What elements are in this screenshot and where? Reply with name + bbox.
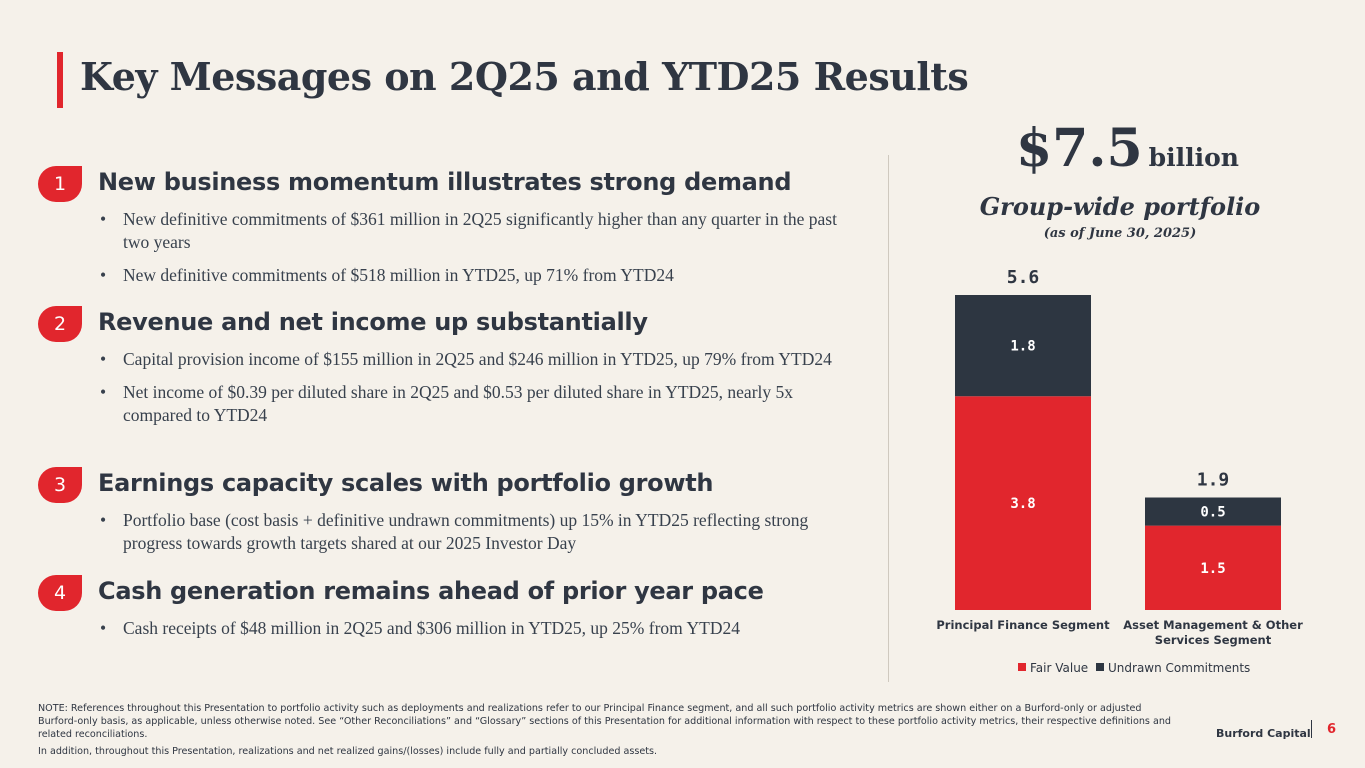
section-number-badge: 3 xyxy=(38,467,82,503)
bullet-list: New definitive commitments of $361 milli… xyxy=(98,208,858,297)
bar-undrawn-2 xyxy=(1145,497,1281,526)
category-label: Principal Finance Segment xyxy=(936,618,1110,632)
section-revenue: 2 Revenue and net income up substantiall… xyxy=(38,306,868,456)
bar-undrawn-1 xyxy=(955,295,1091,397)
bar-fair-value-1 xyxy=(955,396,1091,610)
bar-total-label: 5.6 xyxy=(1007,267,1040,288)
portfolio-stacked-bar-chart: 3.8 1.8 5.6 Principal Finance Segment 1.5 0.5… xyxy=(936,267,1303,675)
legend-label: Fair Value xyxy=(1030,661,1088,675)
category-label: Services Segment xyxy=(1155,633,1272,647)
kpi-date: (as of June 30, 2025) xyxy=(1043,226,1197,241)
bar-value-label: 3.8 xyxy=(1010,496,1035,512)
section-heading: Cash generation remains ahead of prior y… xyxy=(98,577,764,605)
legend-swatch xyxy=(1096,663,1104,671)
section-heading: Earnings capacity scales with portfolio … xyxy=(98,469,714,497)
bar-value-label: 1.5 xyxy=(1200,561,1225,577)
bullet-item: New definitive commitments of $361 milli… xyxy=(98,208,858,254)
bar-value-label: 0.5 xyxy=(1200,505,1225,521)
section-cash-generation: 4 Cash generation remains ahead of prior… xyxy=(38,575,868,675)
vertical-divider xyxy=(888,155,889,682)
bullet-item: Capital provision income of $155 million… xyxy=(98,348,858,371)
kpi-subtitle: Group-wide portfolio xyxy=(979,192,1261,221)
bullet-item: Net income of $0.39 per diluted share in… xyxy=(98,381,858,427)
section-number-badge: 4 xyxy=(38,575,82,611)
category-label: Asset Management & Other xyxy=(1123,618,1303,632)
portfolio-kpi: $7.5 billion xyxy=(1016,118,1239,179)
kpi-value: $7.5 xyxy=(1016,118,1143,179)
section-heading: New business momentum illustrates strong… xyxy=(98,168,792,196)
bullet-item: Portfolio base (cost basis + definitive … xyxy=(98,509,858,555)
section-earnings-capacity: 3 Earnings capacity scales with portfoli… xyxy=(38,467,868,567)
bar-fair-value-2 xyxy=(1145,525,1281,610)
section-heading: Revenue and net income up substantially xyxy=(98,308,648,336)
brand-name: Burford Capital xyxy=(1216,727,1311,740)
footnote: NOTE: References throughout this Present… xyxy=(38,703,1172,740)
section-new-business: 1 New business momentum illustrates stro… xyxy=(38,166,868,296)
bullet-item: Cash receipts of $48 million in 2Q25 and… xyxy=(98,617,858,640)
bar-value-label: 1.8 xyxy=(1010,339,1035,355)
footer-divider xyxy=(1311,720,1312,738)
bullet-list: Cash receipts of $48 million in 2Q25 and… xyxy=(98,617,858,650)
section-number-badge: 1 xyxy=(38,166,82,202)
bar-total-label: 1.9 xyxy=(1197,470,1230,491)
legend-swatch xyxy=(1018,663,1026,671)
title-accent-bar xyxy=(57,52,63,108)
page-number: 6 xyxy=(1327,722,1337,737)
page-title: Key Messages on 2Q25 and YTD25 Results xyxy=(80,54,969,99)
bullet-item: New definitive commitments of $518 milli… xyxy=(98,264,858,287)
legend-label: Undrawn Commitments xyxy=(1108,661,1250,675)
bullet-list: Portfolio base (cost basis + definitive … xyxy=(98,509,858,565)
section-number-badge: 2 xyxy=(38,306,82,342)
footnote-additional: In addition, throughout this Presentatio… xyxy=(38,746,658,757)
kpi-unit: billion xyxy=(1148,143,1239,172)
bullet-list: Capital provision income of $155 million… xyxy=(98,348,858,437)
